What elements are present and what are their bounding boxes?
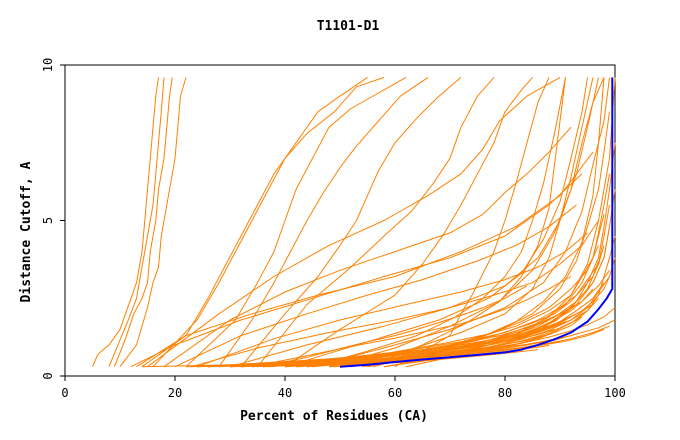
series-line-60 (367, 77, 566, 368)
series-line-24 (295, 214, 605, 368)
series-line-59 (372, 77, 605, 368)
series-line-2 (119, 77, 187, 368)
series-line-21 (339, 77, 594, 368)
series-line-5 (152, 76, 385, 368)
highlight-layer (339, 77, 614, 368)
series-line-52 (334, 310, 588, 368)
series-line-20 (328, 77, 605, 368)
y-tick-label-0: 0 (41, 372, 55, 379)
series-layer (92, 76, 616, 368)
series-line-56 (383, 235, 616, 368)
series-line-39 (229, 304, 594, 368)
series-line-1 (114, 77, 173, 367)
x-tick-label-100: 100 (604, 386, 626, 400)
chart-title: T1101-D1 (317, 19, 380, 34)
series-line-63 (312, 77, 566, 368)
series-line-62 (284, 77, 533, 368)
y-tick-label-10: 10 (41, 58, 55, 72)
series-line-16 (191, 220, 599, 368)
series-line-13 (136, 151, 594, 368)
series-line-11 (163, 126, 572, 368)
series-line-14 (174, 204, 577, 368)
series-line-9 (257, 77, 495, 368)
x-tick-label-0: 0 (61, 386, 68, 400)
x-tick-label-60: 60 (388, 386, 402, 400)
series-line-4 (141, 76, 368, 368)
y-tick-label-5: 5 (41, 217, 55, 224)
x-tick-label-40: 40 (278, 386, 292, 400)
series-line-17 (229, 77, 599, 368)
axis-layer: 0 20 40 60 80 100 0 5 10 (41, 58, 626, 400)
y-axis-label: Distance Cutoff, A (19, 161, 34, 302)
series-line-0 (92, 77, 159, 367)
series-line-15 (196, 232, 588, 368)
series-line-65 (251, 276, 572, 368)
series-line-37 (262, 245, 599, 368)
series-line-6 (185, 76, 407, 368)
x-tick-label-80: 80 (498, 386, 512, 400)
series-line-7 (218, 76, 429, 367)
series-line-61 (394, 77, 550, 368)
series-line-58 (405, 142, 616, 368)
x-axis-label: Percent of Residues (CA) (240, 409, 428, 424)
series-line-8 (240, 77, 462, 368)
series-line-55 (361, 257, 616, 368)
series-line-10 (147, 76, 561, 368)
x-tick-label-20: 20 (168, 386, 182, 400)
highlight-series-line (339, 77, 614, 368)
series-line-57 (383, 204, 610, 368)
series-line-3 (108, 77, 165, 367)
